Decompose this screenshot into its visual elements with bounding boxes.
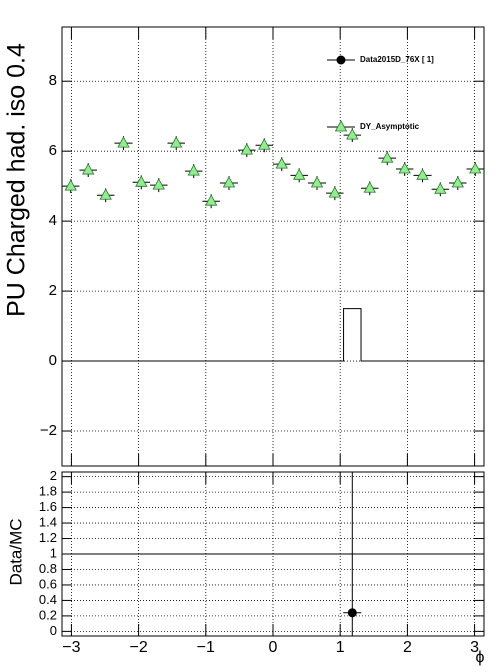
marker [434, 182, 447, 194]
marker [451, 176, 464, 188]
marker [240, 143, 253, 155]
y-tick-label: 0.6 [39, 576, 57, 591]
ratio-y-axis-label: Data/MC [6, 518, 25, 585]
y-tick-label: 4 [49, 212, 57, 229]
y-tick-label: 1.6 [39, 499, 57, 514]
marker [82, 163, 95, 175]
marker [469, 162, 482, 174]
marker [381, 151, 394, 163]
marker [293, 168, 306, 180]
y-tick-label: −2 [40, 422, 57, 439]
x-tick-label: −1 [197, 639, 215, 656]
x-tick-label: −2 [129, 639, 147, 656]
marker [64, 179, 77, 191]
marker [275, 157, 288, 169]
y-tick-label: 0.8 [39, 561, 57, 576]
x-tick-label: 1 [336, 639, 345, 656]
x-tick-label: −3 [62, 639, 80, 656]
y-tick-label: 0.4 [39, 592, 57, 607]
marker [347, 608, 357, 618]
y-tick-label: 8 [49, 72, 57, 89]
y-tick-label: 2 [49, 282, 57, 299]
x-tick-label: 2 [403, 639, 412, 656]
y-tick-label: 0 [50, 623, 57, 638]
marker [99, 188, 112, 200]
x-tick-label: 3 [470, 639, 479, 656]
marker [135, 175, 148, 187]
marker [222, 176, 236, 188]
marker [152, 178, 165, 190]
y-axis-label: PU Charged had. iso 0.4 [3, 43, 31, 317]
data-histogram [62, 308, 484, 362]
marker [187, 164, 200, 176]
legend-label: DY_Asymptotic [360, 122, 420, 131]
marker [416, 168, 429, 180]
y-tick-label: 0.2 [39, 607, 57, 622]
marker [328, 186, 341, 198]
x-axis-label: ϕ [476, 649, 485, 666]
legend-marker [334, 120, 348, 132]
y-tick-label: 1.4 [39, 514, 57, 529]
marker [258, 138, 271, 150]
marker [170, 136, 183, 148]
y-tick-label: 1 [50, 545, 57, 560]
marker [205, 194, 218, 206]
y-tick-label: 6 [49, 142, 57, 159]
legend-label: Data2015D_76X [ 1] [360, 55, 434, 64]
marker [310, 176, 324, 188]
marker [363, 181, 376, 193]
marker [346, 128, 359, 140]
legend-marker [336, 55, 346, 65]
x-tick-label: 0 [269, 639, 278, 656]
y-tick-label: 1.8 [39, 484, 57, 499]
plot-frame [61, 26, 485, 467]
y-tick-label: 1.2 [39, 530, 57, 545]
y-tick-label: 0 [49, 352, 57, 369]
marker [398, 162, 411, 174]
marker [117, 136, 130, 148]
y-tick-label: 2 [50, 468, 57, 483]
